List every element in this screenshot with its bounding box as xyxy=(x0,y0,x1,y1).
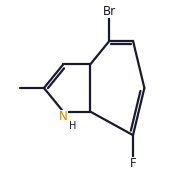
Text: N: N xyxy=(59,110,68,123)
Text: Br: Br xyxy=(103,5,116,18)
Text: H: H xyxy=(69,121,76,131)
Text: F: F xyxy=(130,158,136,170)
